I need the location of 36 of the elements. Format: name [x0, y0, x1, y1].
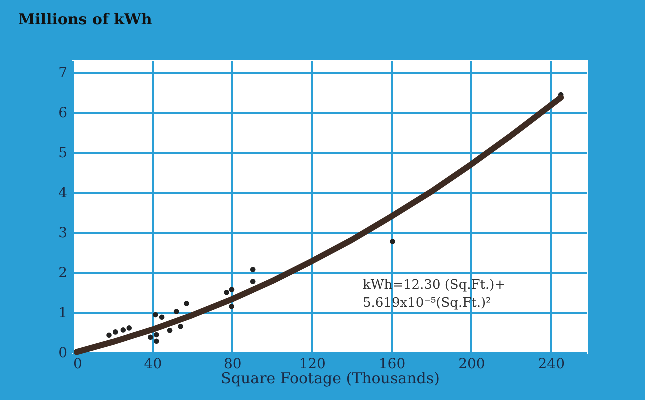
x-tick-label: 160 [378, 356, 406, 372]
point [106, 332, 112, 338]
y-tick-label: 2 [58, 266, 68, 282]
point [390, 239, 396, 244]
x-axis-title: Square Footage (Thousands) [221, 370, 440, 388]
point [126, 326, 132, 331]
y-tick-label: 3 [58, 226, 68, 242]
point [153, 312, 158, 318]
y-tick-label: 7 [58, 66, 68, 82]
point [167, 328, 173, 334]
x-tick-label: 200 [458, 356, 486, 372]
point [229, 287, 235, 292]
y-tick-label: 6 [58, 106, 68, 122]
point [184, 301, 190, 306]
point [148, 334, 154, 340]
point [159, 314, 165, 320]
x-tick-label: 80 [224, 356, 242, 372]
point [250, 279, 256, 284]
point [224, 290, 230, 296]
y-tick-label: 4 [58, 186, 68, 202]
x-tick-label: 0 [74, 356, 82, 372]
y-axis-title: Millions of kWh [18, 10, 152, 28]
point [229, 304, 234, 310]
y-tick-label: 5 [58, 146, 68, 162]
y-tick-label: 0 [58, 346, 68, 362]
x-tick-label: 120 [299, 356, 326, 372]
point [154, 332, 160, 338]
point [250, 267, 256, 272]
point [120, 328, 126, 333]
point [178, 324, 184, 330]
point [174, 309, 180, 314]
point [112, 330, 118, 335]
point [154, 338, 160, 344]
x-tick-label: 40 [144, 356, 162, 372]
y-tick-label: 1 [58, 306, 68, 322]
x-tick-label: 240 [538, 356, 566, 372]
